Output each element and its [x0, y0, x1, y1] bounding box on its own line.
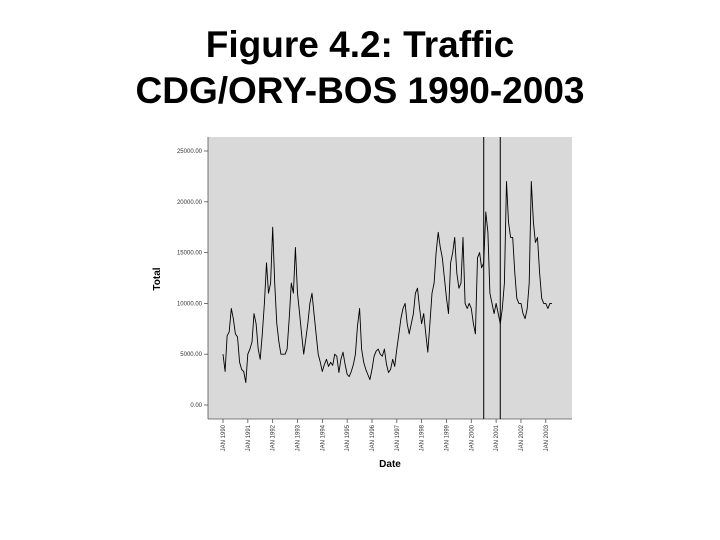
- x-axis-ticks: JAN 1990 JAN 1991 JAN 1992 JAN 1993 JAN 1994…: [221, 419, 550, 451]
- series-line-total: [222, 181, 552, 384]
- x-tick-label: JAN 1992: [271, 424, 277, 451]
- x-tick-label: JAN 1998: [420, 424, 426, 451]
- reference-lines: [483, 137, 501, 419]
- x-tick-label: JAN 2002: [519, 424, 525, 451]
- x-tick-label: JAN 1999: [444, 424, 450, 451]
- y-tick-label: 25000.00: [177, 149, 203, 155]
- series-layer: [222, 181, 552, 384]
- plot-background: [208, 137, 572, 419]
- x-axis-title: Date: [379, 459, 401, 470]
- x-tick-label: JAN 2001: [494, 424, 500, 451]
- slide-title-line-2: CDG/ORY-BOS 1990-2003: [135, 70, 585, 111]
- y-tick-label: 15000.00: [177, 251, 203, 257]
- y-tick-label: 20000.00: [177, 200, 203, 206]
- y-tick-label: 0.00: [190, 403, 202, 409]
- x-tick-label: JAN 1991: [246, 424, 252, 451]
- y-tick-label: 10000.00: [177, 301, 203, 307]
- x-tick-label: JAN 1997: [395, 424, 401, 451]
- slide-title-line-1: Figure 4.2: Traffic: [205, 24, 515, 65]
- x-tick-label: JAN 2000: [469, 424, 475, 451]
- x-tick-label: JAN 1995: [345, 424, 351, 451]
- x-tick-label: JAN 2003: [544, 424, 550, 451]
- y-tick-label: 5000.00: [180, 352, 202, 358]
- slide-title: Figure 4.2: Traffic CDG/ORY-BOS 1990-200…: [0, 22, 720, 114]
- x-tick-label: JAN 1990: [221, 424, 227, 451]
- y-axis-title: Total: [152, 267, 163, 290]
- x-tick-label: JAN 1994: [320, 424, 326, 451]
- y-axis-ticks: 25000.00 20000.00 15000.00 10000.00 5000.00 0…: [177, 149, 208, 409]
- x-tick-label: JAN 1993: [295, 424, 301, 451]
- x-tick-label: JAN 1996: [370, 424, 376, 451]
